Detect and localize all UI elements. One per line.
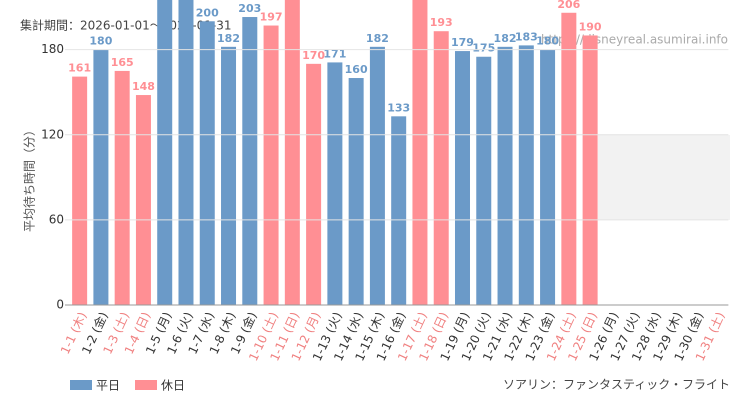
bar bbox=[497, 46, 513, 305]
bar bbox=[327, 62, 343, 305]
bar bbox=[284, 0, 300, 305]
data-label: 182 bbox=[366, 32, 389, 45]
bar bbox=[476, 56, 492, 305]
data-label: 180 bbox=[536, 35, 559, 48]
legend-swatch bbox=[135, 380, 157, 390]
bar bbox=[369, 46, 385, 305]
bar bbox=[93, 49, 109, 305]
bar bbox=[114, 70, 130, 305]
data-label: 193 bbox=[430, 16, 453, 29]
y-axis-label: 平均待ち時間（分） bbox=[23, 124, 37, 232]
data-label: 183 bbox=[515, 30, 538, 43]
legend-label: 平日 bbox=[96, 379, 120, 393]
bar bbox=[135, 95, 151, 305]
bar bbox=[72, 76, 88, 305]
data-label: 190 bbox=[579, 20, 602, 33]
data-label: 203 bbox=[238, 2, 261, 15]
y-tick-label: 0 bbox=[56, 298, 64, 312]
bar bbox=[454, 51, 470, 305]
bar bbox=[178, 0, 194, 305]
legend-swatch bbox=[70, 380, 92, 390]
y-tick-label: 60 bbox=[49, 212, 64, 226]
bar bbox=[412, 0, 428, 305]
bar bbox=[199, 21, 215, 305]
bar bbox=[518, 45, 534, 305]
bar bbox=[263, 25, 279, 305]
bar bbox=[242, 17, 258, 305]
source: ソアリン：ファンタスティック・フライト bbox=[503, 378, 730, 392]
data-label: 197 bbox=[260, 11, 283, 24]
data-label: 180 bbox=[89, 35, 112, 48]
bar bbox=[540, 49, 556, 305]
bar bbox=[391, 116, 407, 305]
data-label: 161 bbox=[68, 62, 91, 75]
shaded-band bbox=[598, 135, 730, 220]
bar bbox=[561, 12, 577, 305]
data-label: 179 bbox=[451, 36, 474, 49]
bar bbox=[306, 63, 322, 305]
data-label: 206 bbox=[557, 0, 580, 11]
data-label: 171 bbox=[323, 47, 346, 60]
legend-label: 休日 bbox=[161, 379, 185, 393]
data-label: 133 bbox=[387, 101, 410, 114]
data-label: 148 bbox=[132, 80, 155, 93]
bar bbox=[433, 31, 449, 305]
bar bbox=[348, 78, 364, 305]
y-tick-label: 180 bbox=[41, 42, 64, 56]
data-label: 170 bbox=[302, 49, 325, 62]
bar bbox=[582, 35, 598, 305]
bar bbox=[221, 46, 237, 305]
data-label: 160 bbox=[345, 63, 368, 76]
data-label: 182 bbox=[494, 32, 517, 45]
data-label: 165 bbox=[111, 56, 134, 69]
bar bbox=[157, 0, 173, 305]
data-label: 182 bbox=[217, 32, 240, 45]
y-tick-label: 120 bbox=[41, 127, 64, 141]
data-label: 200 bbox=[196, 6, 219, 19]
plot-area: 1611801651482202252001822031972301701711… bbox=[68, 0, 602, 305]
data-label: 175 bbox=[472, 42, 495, 55]
